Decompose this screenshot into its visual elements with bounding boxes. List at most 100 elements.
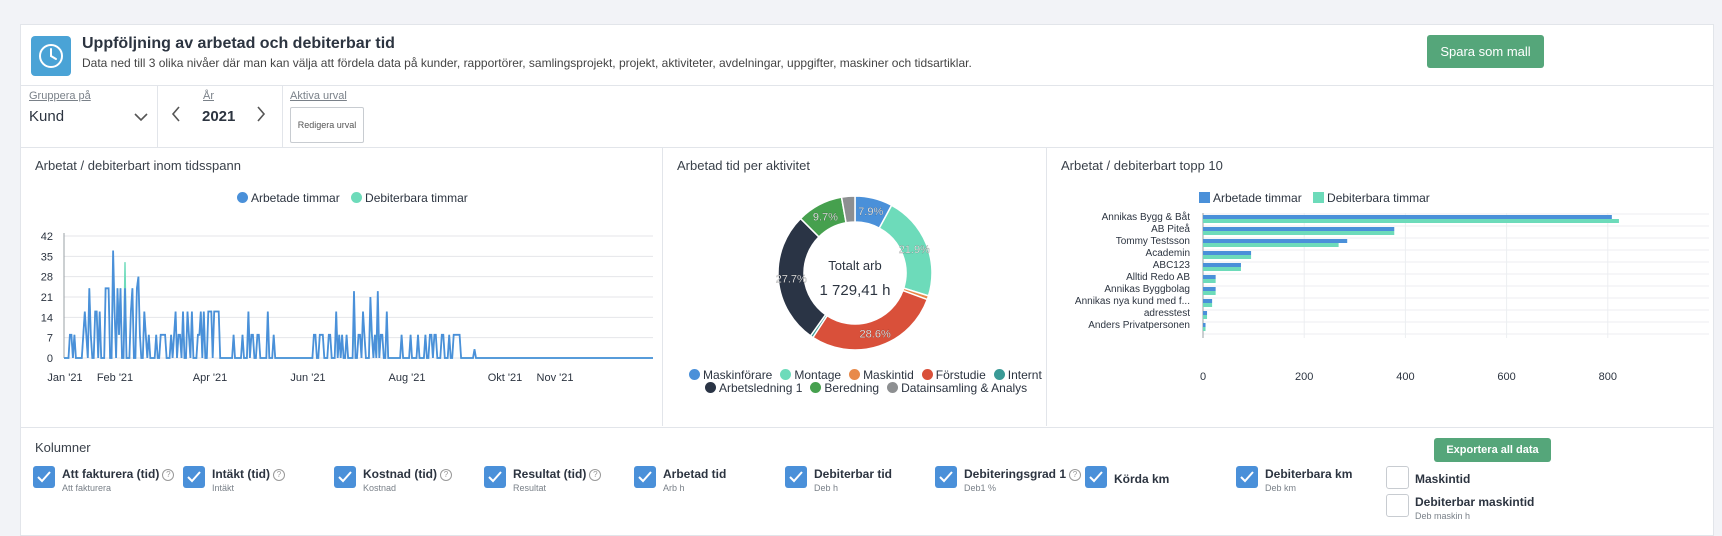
checkbox[interactable]: [334, 466, 356, 488]
bar-debiterbara: [1203, 267, 1241, 271]
chevron-down-icon[interactable]: [134, 112, 148, 122]
chevron-left-icon[interactable]: [171, 106, 181, 122]
help-icon[interactable]: ?: [440, 469, 452, 481]
checkbox[interactable]: [935, 466, 957, 488]
line-chart-legend: Arbetade timmar Debiterbara timmar: [237, 191, 476, 205]
legend-dot: [993, 369, 1005, 380]
category-label: Annikas Byggbolag: [1104, 284, 1190, 295]
y-tick-label: 14: [41, 312, 53, 324]
edit-selection-button[interactable]: Redigera urval: [290, 107, 364, 143]
column-label-text: Kostnad (tid): [363, 467, 437, 481]
page-title: Uppföljning av arbetad och debiterbar ti…: [82, 35, 395, 52]
bar-arbetade: [1203, 239, 1348, 243]
legend-item-montage[interactable]: Montage: [780, 368, 841, 382]
legend-dot: [780, 369, 792, 380]
x-tick-label: Okt '21: [488, 372, 523, 384]
bar-debiterbara: [1203, 231, 1395, 235]
x-tick-label: Nov '21: [537, 372, 574, 384]
y-tick-label: 0: [47, 353, 53, 365]
line-chart-panel: Arbetat / debiterbart inom tidsspann Arb…: [21, 148, 663, 426]
column-sublabel: Deb h: [814, 483, 839, 493]
check-icon: [789, 471, 803, 483]
x-tick-label: Feb '21: [97, 372, 133, 384]
checkbox[interactable]: [1236, 466, 1258, 488]
legend-item-debiterbara[interactable]: Debiterbara timmar: [1313, 191, 1430, 205]
legend-item-maskintid[interactable]: Maskintid: [849, 368, 914, 382]
slice-label: 21.9%: [899, 244, 930, 256]
slice-label: 28.6%: [860, 329, 891, 341]
bar-debiterbara: [1203, 327, 1206, 331]
bar-debiterbara: [1203, 219, 1619, 223]
legend-item-arbetade[interactable]: Arbetade timmar: [1199, 191, 1302, 205]
bar-debiterbara: [1203, 315, 1208, 319]
check-icon: [488, 471, 502, 483]
year-value: 2021: [202, 108, 236, 125]
help-icon[interactable]: ?: [589, 469, 602, 481]
legend-item-debiterbara[interactable]: Debiterbara timmar: [351, 191, 468, 205]
column-sublabel: Deb maskin h: [1415, 511, 1471, 521]
checkbox[interactable]: [183, 466, 205, 488]
check-icon: [1240, 471, 1254, 483]
help-icon[interactable]: ?: [162, 469, 175, 481]
line-chart-title: Arbetat / debiterbart inom tidsspann: [35, 158, 241, 173]
legend-label: Maskinförare: [703, 368, 773, 382]
columns-header: Kolumner: [35, 440, 91, 455]
bar-chart-legend: Arbetade timmar Debiterbara timmar: [1199, 191, 1438, 205]
legend-label: Debiterbara timmar: [1327, 191, 1430, 205]
x-tick-label: 0: [1200, 371, 1206, 383]
donut-center-value: 1 729,41 h: [820, 282, 891, 299]
checkbox[interactable]: [1085, 466, 1107, 488]
donut-chart-title: Arbetad tid per aktivitet: [677, 158, 810, 173]
donut-chart-panel: Arbetad tid per aktivitet 7.9% 21.9% 28.6%…: [663, 148, 1047, 426]
column-label-text: Debiterbara km: [1265, 467, 1353, 481]
legend-dot: [237, 192, 248, 203]
legend-item-maskinforare[interactable]: Maskinförare: [689, 368, 772, 382]
x-tick-label: 400: [1396, 371, 1414, 383]
legend-item-arbetade[interactable]: Arbetade timmar: [237, 191, 340, 205]
checkbox[interactable]: [484, 466, 506, 488]
legend-dot: [921, 369, 933, 380]
legend-item-arbetsledning[interactable]: Arbetsledning 1: [705, 381, 802, 395]
legend-item-beredning[interactable]: Beredning: [810, 381, 879, 395]
donut-center-label: Totalt arb: [828, 258, 881, 273]
checkbox[interactable]: [785, 466, 807, 488]
column-sublabel: Att fakturera: [62, 483, 112, 493]
column-label-text: Arbetad tid: [663, 467, 727, 481]
help-icon[interactable]: ?: [1069, 469, 1082, 481]
legend-label: Arbetade timmar: [251, 191, 340, 205]
column-label-text: Att fakturera (tid): [62, 467, 160, 481]
group-by-select[interactable]: Kund: [29, 108, 65, 125]
legend-item-datainsamling[interactable]: Datainsamling & Analys: [887, 381, 1027, 395]
column-label: Körda km: [1114, 472, 1169, 486]
x-tick-label: Aug '21: [389, 372, 426, 384]
column-label-text: Debiterbar maskintid: [1415, 495, 1535, 509]
x-tick-label: 200: [1295, 371, 1313, 383]
year-label: År: [203, 90, 214, 102]
category-label: Annikas Bygg & Båt: [1102, 211, 1191, 223]
legend-label: Maskintid: [863, 368, 914, 382]
donut-slice-7: [840, 195, 856, 224]
category-label: Anders Privatpersonen: [1088, 320, 1190, 331]
bar-chart-panel: Arbetat / debiterbart topp 10 Arbetade t…: [1047, 148, 1713, 426]
export-all-button[interactable]: Exportera all data: [1434, 438, 1551, 462]
checkbox[interactable]: [634, 466, 656, 488]
save-template-button[interactable]: Spara som mall: [1427, 35, 1544, 68]
active-selection-label[interactable]: Aktiva urval: [290, 90, 347, 102]
column-sublabel: Kostnad: [363, 483, 397, 493]
chevron-right-icon[interactable]: [256, 106, 266, 122]
column-label: Debiterbar tid: [814, 467, 892, 481]
help-icon[interactable]: ?: [273, 469, 285, 481]
legend-item-internt[interactable]: Internt: [993, 368, 1042, 382]
bar-arbetade: [1203, 251, 1252, 255]
column-label-text: Debiteringsgrad 1: [964, 467, 1067, 481]
checkbox[interactable]: [33, 466, 55, 488]
check-icon: [187, 471, 201, 483]
x-tick-label: Jun '21: [290, 372, 325, 384]
slice-label: 7.9%: [858, 206, 883, 218]
legend-item-forstudie[interactable]: Förstudie: [921, 368, 986, 382]
checkbox[interactable]: [1386, 466, 1409, 489]
category-label: Academin: [1146, 248, 1190, 259]
column-label: Debiterbar maskintid: [1415, 495, 1534, 509]
checkbox[interactable]: [1386, 494, 1409, 517]
